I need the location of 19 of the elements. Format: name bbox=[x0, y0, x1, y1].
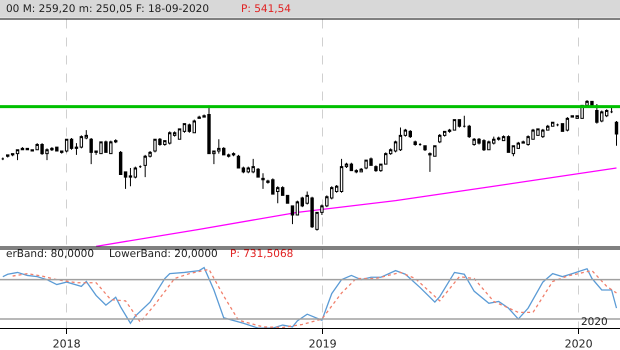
x-tick-label: 2018 bbox=[52, 337, 81, 350]
annotation: 2020 bbox=[581, 316, 608, 328]
text: P: 541,54 bbox=[241, 3, 292, 15]
candlestick bbox=[468, 124, 471, 138]
text: erBand: 80,0000 bbox=[6, 248, 94, 260]
x-tick-label: 2019 bbox=[308, 337, 337, 350]
candlestick bbox=[138, 164, 142, 168]
candlestick bbox=[462, 115, 466, 128]
candlestick bbox=[261, 172, 265, 190]
x-tick-label: 2020 bbox=[564, 337, 593, 350]
candlestick bbox=[418, 142, 422, 146]
candlestick bbox=[614, 120, 618, 146]
candlestick bbox=[610, 106, 614, 114]
text: P: 731,5068 bbox=[230, 248, 294, 260]
text: 00 M: 259,20 m: 250,05 F: 18-09-2020 bbox=[6, 3, 210, 15]
candlestick bbox=[1, 157, 5, 161]
text: LowerBand: 20,0000 bbox=[109, 248, 218, 260]
candlestick bbox=[414, 140, 417, 146]
candlestick bbox=[556, 123, 560, 127]
